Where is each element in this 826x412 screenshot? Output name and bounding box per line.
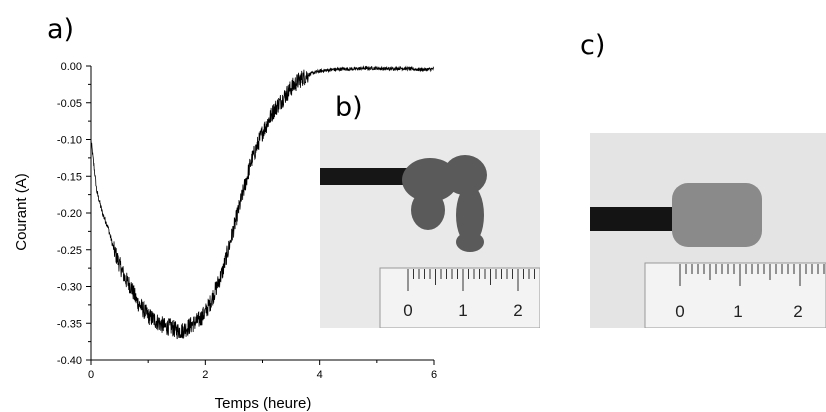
photo-b-ruler-number: 2 bbox=[513, 301, 522, 320]
photo-b: 0 1 2 bbox=[320, 130, 540, 328]
y-tick-label: -0.40 bbox=[57, 355, 82, 367]
photo-b-ruler: 0 1 2 bbox=[379, 267, 540, 328]
photo-b-deposit bbox=[402, 155, 487, 252]
photo-c-deposit bbox=[672, 183, 762, 247]
chart-ticks: 0 2 4 6 0.00 -0.05 -0.10 -0.15 -0.20 -0.25 -0.30 -0… bbox=[57, 61, 437, 381]
series-line bbox=[90, 65, 435, 340]
y-tick-label: -0.05 bbox=[57, 98, 82, 110]
photo-c-electrode-rod bbox=[590, 207, 678, 231]
photo-c-ruler-number: 1 bbox=[733, 302, 742, 321]
x-tick-label: 6 bbox=[431, 369, 437, 381]
y-tick-label: -0.30 bbox=[57, 282, 82, 294]
panel-label-a: a) bbox=[47, 14, 75, 45]
y-axis-title: Courant (A) bbox=[13, 173, 30, 251]
y-tick-label: -0.25 bbox=[57, 245, 82, 257]
panel-label-b: b) bbox=[335, 92, 363, 123]
x-tick-label: 4 bbox=[317, 369, 323, 381]
x-tick-label: 0 bbox=[88, 369, 94, 381]
y-tick-label: -0.35 bbox=[57, 318, 82, 330]
photo-c: 0 1 2 bbox=[590, 133, 826, 328]
y-tick-label: -0.10 bbox=[57, 135, 82, 147]
x-tick-label: 2 bbox=[202, 369, 208, 381]
y-tick-label: 0.00 bbox=[61, 61, 82, 73]
photo-c-ruler: 0 1 2 bbox=[644, 262, 826, 328]
photo-c-ruler-number: 2 bbox=[793, 302, 802, 321]
y-tick-label: -0.20 bbox=[57, 208, 82, 220]
photo-b-electrode-rod bbox=[320, 168, 415, 185]
photo-c-ruler-number: 0 bbox=[675, 302, 684, 321]
y-tick-label: -0.15 bbox=[57, 171, 82, 183]
photo-b-ruler-number: 1 bbox=[458, 301, 467, 320]
chart-series-layer bbox=[90, 65, 435, 340]
panel-label-c: c) bbox=[580, 30, 606, 61]
photo-b-ruler-number: 0 bbox=[403, 301, 412, 320]
x-axis-title: Temps (heure) bbox=[215, 395, 312, 412]
